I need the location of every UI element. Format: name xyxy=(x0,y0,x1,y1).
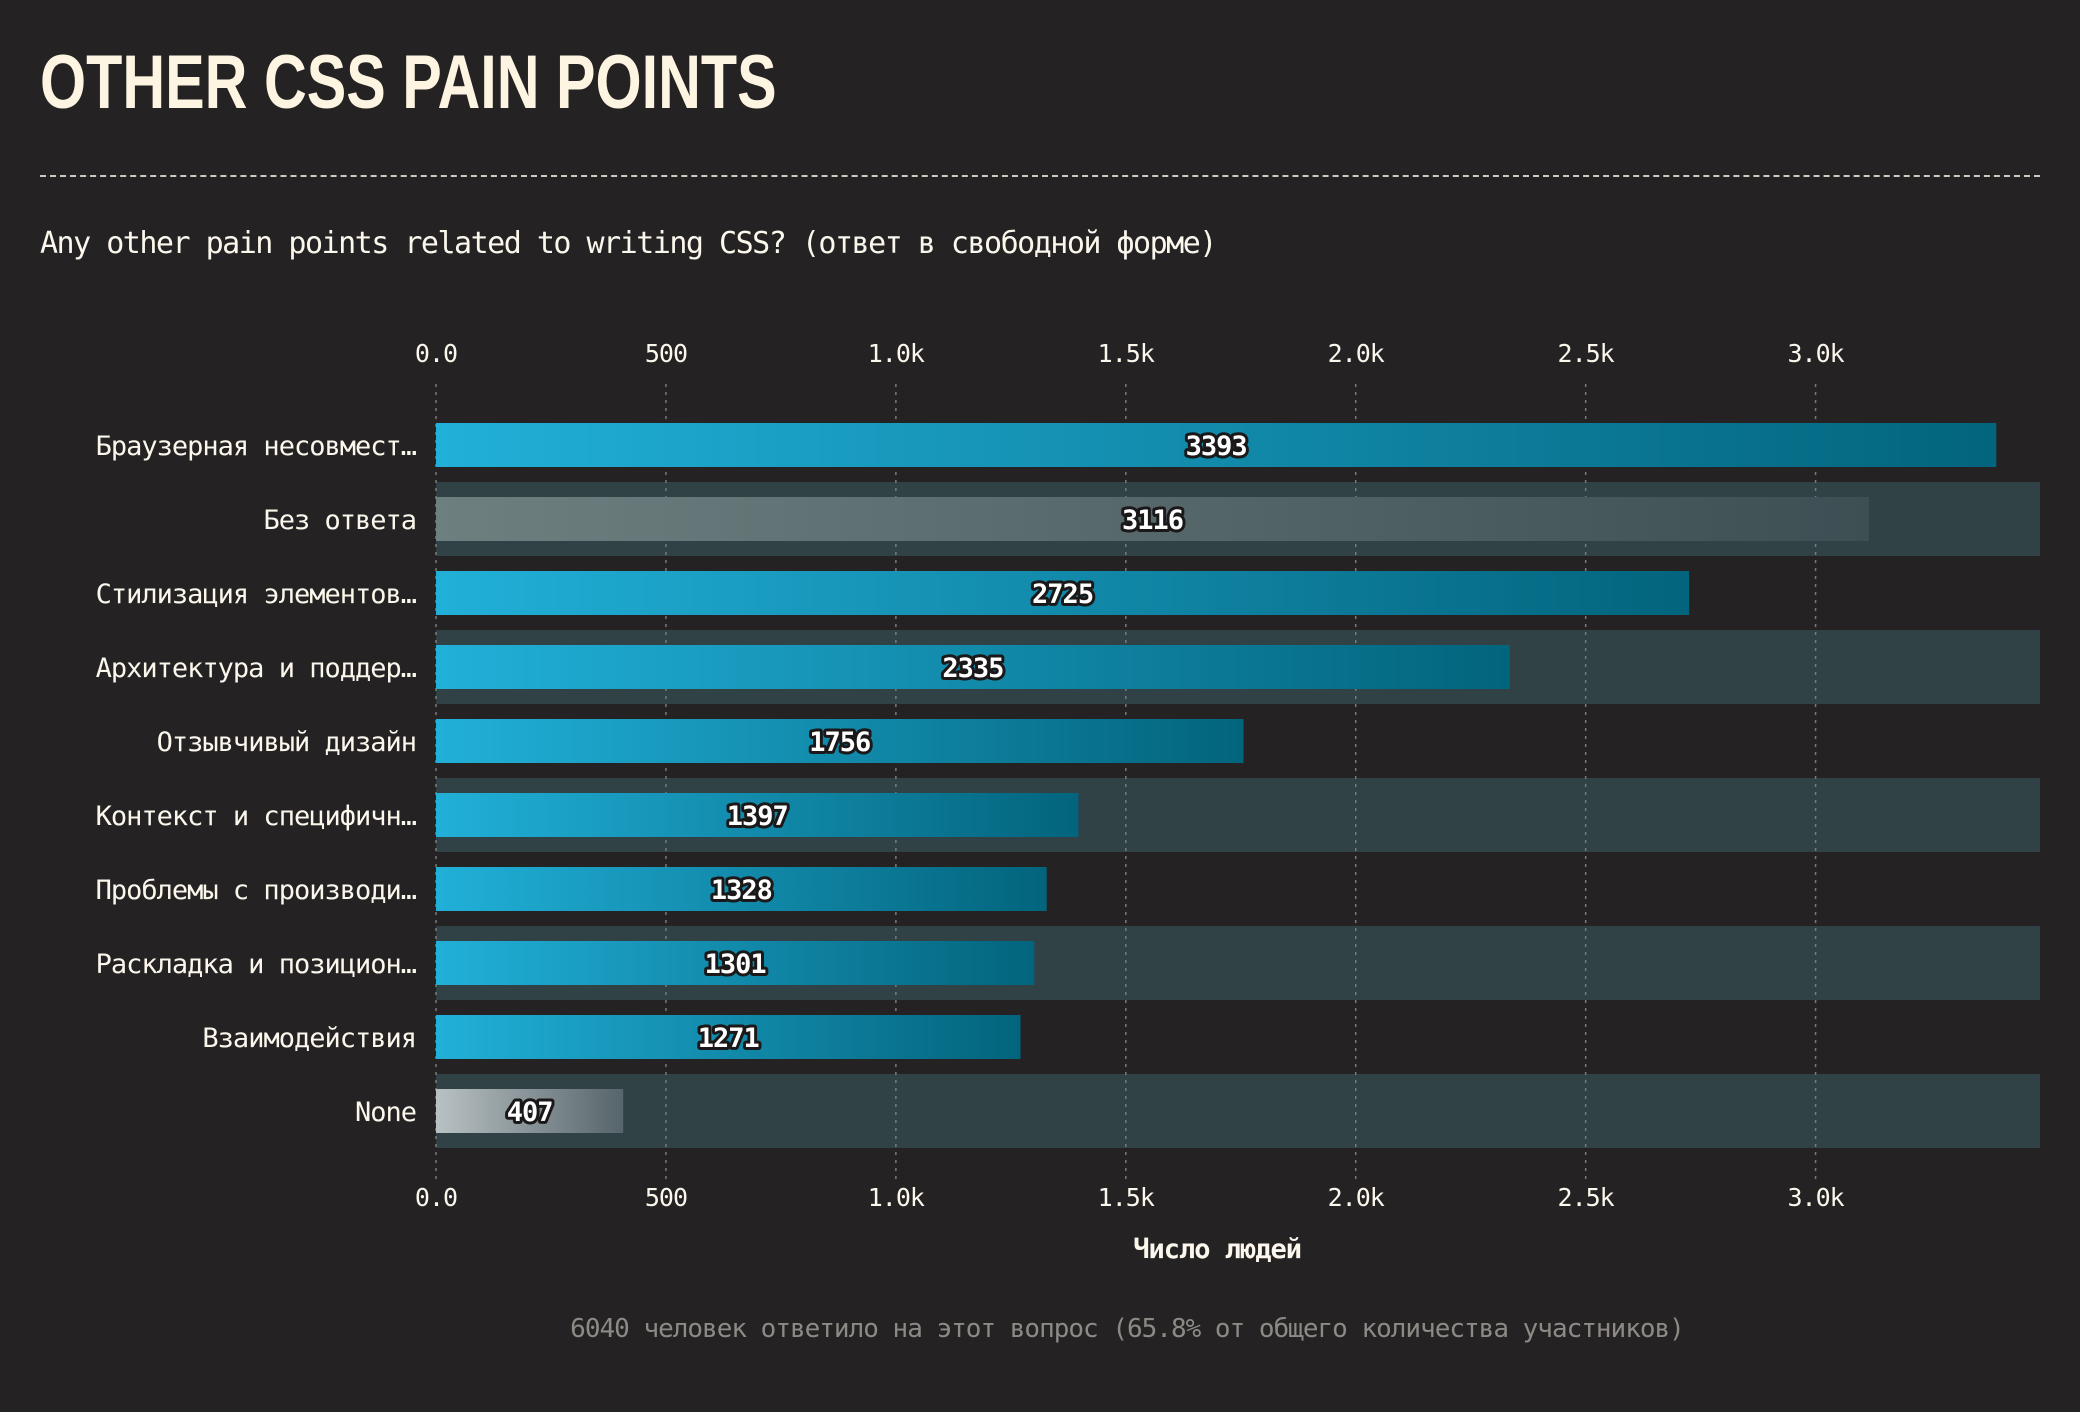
bar-value-label: 2335 xyxy=(942,653,1003,684)
bar xyxy=(436,793,1079,837)
x-tick-label: 2.5k xyxy=(1558,1183,1615,1212)
bar-value-label: 1328 xyxy=(711,875,772,906)
category-label: Проблемы с производи… xyxy=(96,875,417,906)
title-divider xyxy=(40,175,2040,177)
bar xyxy=(436,423,1997,467)
x-tick-label: 2.5k xyxy=(1558,339,1615,368)
category-label: Раскладка и позицион… xyxy=(96,949,417,980)
x-tick-label: 500 xyxy=(645,1183,687,1212)
category-label: Стилизация элементов… xyxy=(96,579,417,610)
x-tick-label: 3.0k xyxy=(1787,339,1844,368)
bar xyxy=(436,1089,624,1133)
category-label: Без ответа xyxy=(263,505,416,536)
x-tick-label: 500 xyxy=(645,339,687,368)
bar-value-label: 1271 xyxy=(698,1023,759,1054)
category-label: None xyxy=(355,1097,416,1128)
x-tick-label: 0.0 xyxy=(415,1183,457,1212)
category-label: Взаимодействия xyxy=(202,1023,416,1054)
x-tick-label: 2.0k xyxy=(1328,339,1385,368)
bar-value-label: 407 xyxy=(507,1097,553,1128)
bar-value-label: 2725 xyxy=(1032,579,1093,610)
x-tick-label: 3.0k xyxy=(1787,1183,1844,1212)
bar xyxy=(436,497,1869,541)
bar-value-label: 1756 xyxy=(809,727,870,758)
bar-value-label: 3393 xyxy=(1186,431,1247,462)
bar xyxy=(436,719,1244,763)
bar xyxy=(436,645,1510,689)
respondents-footnote: 6040 человек ответило на этот вопрос (65… xyxy=(570,1314,1685,1344)
x-tick-label: 1.5k xyxy=(1098,1183,1155,1212)
bar xyxy=(436,941,1035,985)
bar xyxy=(436,571,1690,615)
bar xyxy=(436,1015,1021,1059)
x-axis-title: Число людей xyxy=(1133,1234,1301,1265)
x-tick-label: 1.5k xyxy=(1098,339,1155,368)
category-labels: Браузерная несовмест… Без ответа Стилизаци… xyxy=(96,431,418,1128)
bars: 3393 3116 2725 2335 1756 1397 1328 1301 1271 407 xyxy=(436,423,1997,1133)
chart-title: OTHER CSS PAIN POINTS xyxy=(40,40,777,125)
category-label: Отзывчивый дизайн xyxy=(157,727,416,758)
bar-value-label: 1397 xyxy=(727,801,788,832)
category-label: Контекст и специфичн… xyxy=(96,801,417,832)
x-tick-label: 0.0 xyxy=(415,339,457,368)
bar xyxy=(436,867,1047,911)
bar-value-label: 1301 xyxy=(705,949,766,980)
survey-question: Any other pain points related to writing… xyxy=(40,226,1217,261)
category-label: Архитектура и поддер… xyxy=(96,653,417,684)
x-axis-top: 0.0 500 1.0k 1.5k 2.0k 2.5k 3.0k xyxy=(415,339,1846,368)
category-label: Браузерная несовмест… xyxy=(96,431,417,462)
x-tick-label: 2.0k xyxy=(1328,1183,1385,1212)
x-tick-label: 1.0k xyxy=(868,339,925,368)
row-band xyxy=(436,1074,2040,1148)
bar-value-label: 3116 xyxy=(1122,505,1183,536)
x-axis-bottom: 0.0 500 1.0k 1.5k 2.0k 2.5k 3.0k xyxy=(415,1183,1846,1212)
x-tick-label: 1.0k xyxy=(868,1183,925,1212)
